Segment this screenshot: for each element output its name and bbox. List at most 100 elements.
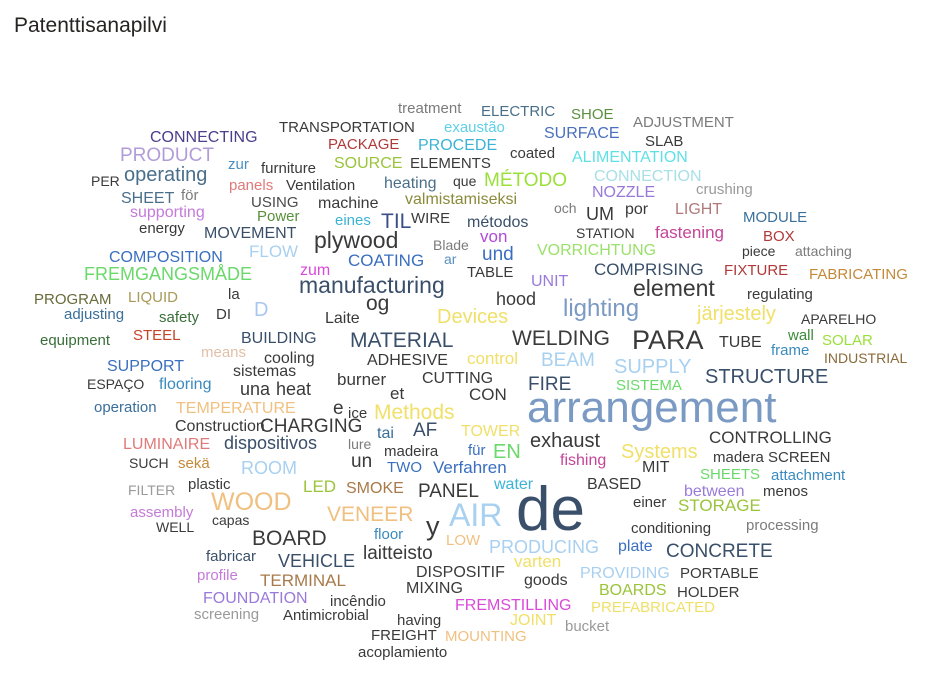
word-elements[interactable]: ELEMENTS [410, 155, 491, 172]
word-cutting[interactable]: CUTTING [422, 370, 493, 387]
word-processing[interactable]: processing [746, 517, 819, 534]
word-attaching[interactable]: attaching [795, 243, 852, 259]
word-prefabricated[interactable]: PREFABRICATED [591, 599, 715, 616]
word-la[interactable]: la [228, 286, 240, 303]
word-tube[interactable]: TUBE [719, 334, 762, 351]
word-program[interactable]: PROGRAM [34, 291, 112, 308]
word-composition[interactable]: COMPOSITION [109, 249, 223, 266]
word-sistemas[interactable]: sistemas [233, 363, 296, 380]
word-using[interactable]: USING [251, 194, 299, 211]
word-antimicrobial[interactable]: Antimicrobial [283, 607, 369, 624]
word-support[interactable]: SUPPORT [107, 358, 184, 375]
word-board[interactable]: BOARD [252, 527, 327, 550]
word-wire[interactable]: WIRE [411, 210, 450, 227]
word-y[interactable]: y [426, 511, 440, 541]
word-panel[interactable]: PANEL [418, 481, 479, 502]
word-und[interactable]: und [482, 244, 514, 265]
word-industrial[interactable]: INDUSTRIAL [824, 350, 907, 366]
word-de[interactable]: de [516, 475, 585, 544]
word-temperature[interactable]: TEMPERATURE [176, 400, 296, 417]
word-una[interactable]: una [240, 379, 271, 399]
word-acoplamiento[interactable]: acoplamiento [358, 644, 447, 661]
word-source[interactable]: SOURCE [334, 155, 402, 172]
word-mixing[interactable]: MIXING [406, 580, 463, 597]
word-plywood[interactable]: plywood [314, 227, 398, 253]
word-material[interactable]: MATERIAL [350, 329, 453, 352]
word-sheets[interactable]: SHEETS [700, 466, 760, 483]
word-operating[interactable]: operating [124, 164, 207, 186]
word-mounting[interactable]: MOUNTING [445, 628, 527, 645]
word-d[interactable]: D [254, 299, 268, 321]
word-machine[interactable]: machine [318, 195, 379, 212]
word-valmistamiseksi[interactable]: valmistamiseksi [405, 191, 517, 208]
word-based[interactable]: BASED [587, 476, 641, 493]
word-building[interactable]: BUILDING [241, 330, 317, 347]
word-arrangement[interactable]: arrangement [527, 383, 776, 432]
word-fixture[interactable]: FIXTURE [724, 262, 788, 279]
word-menos[interactable]: menos [763, 483, 808, 500]
word-aparelho[interactable]: APARELHO [801, 311, 876, 327]
word-filter[interactable]: FILTER [128, 482, 175, 498]
word-exaustão[interactable]: exaustão [444, 119, 505, 136]
word-lighting[interactable]: lighting [563, 295, 639, 322]
word-methods[interactable]: Methods [374, 401, 455, 424]
word-ar[interactable]: ar [444, 251, 457, 267]
word-por[interactable]: por [625, 201, 649, 218]
word-capas[interactable]: capas [212, 512, 249, 528]
word-furniture[interactable]: furniture [261, 160, 316, 177]
word-equipment[interactable]: equipment [40, 332, 111, 349]
word-madeira[interactable]: madeira [384, 443, 439, 460]
word-per[interactable]: PER [91, 173, 120, 189]
word-adhesive[interactable]: ADHESIVE [367, 352, 448, 369]
word-vorrichtung[interactable]: VORRICHTUNG [537, 242, 656, 259]
word-wood[interactable]: WOOD [211, 488, 292, 516]
word-power[interactable]: Power [257, 208, 300, 225]
word-dispositivos[interactable]: dispositivos [224, 433, 317, 453]
word-järjestely[interactable]: järjestely [696, 303, 776, 325]
word-fastening[interactable]: fastening [655, 223, 724, 242]
word-flow[interactable]: FLOW [249, 242, 298, 261]
word-sistema[interactable]: SISTEMA [616, 377, 682, 394]
word-product[interactable]: PRODUCT [120, 145, 214, 166]
word-joint[interactable]: JOINT [510, 612, 556, 629]
word-heat[interactable]: heat [276, 379, 311, 399]
word-construction[interactable]: Construction [175, 418, 265, 435]
word-blade[interactable]: Blade [433, 237, 469, 253]
word-ventilation[interactable]: Ventilation [286, 177, 355, 194]
word-veneer[interactable]: VENEER [327, 503, 413, 526]
word-nozzle[interactable]: NOZZLE [592, 184, 655, 201]
word-hood[interactable]: hood [496, 289, 536, 309]
word-solar[interactable]: SOLAR [822, 332, 873, 349]
word-controlling[interactable]: CONTROLLING [709, 428, 832, 447]
word-two[interactable]: TWO [387, 459, 422, 476]
word-freight[interactable]: FREIGHT [371, 627, 437, 644]
word-procede[interactable]: PROCEDE [418, 137, 497, 154]
word-un[interactable]: un [351, 451, 372, 472]
word-supply[interactable]: SUPPLY [614, 356, 691, 378]
word-such[interactable]: SUCH [129, 455, 169, 471]
word-tower[interactable]: TOWER [461, 423, 520, 440]
word-cooling[interactable]: cooling [264, 350, 315, 367]
word-screen[interactable]: SCREEN [768, 449, 831, 466]
word-ice[interactable]: ice [348, 405, 367, 422]
word-och[interactable]: och [554, 200, 577, 216]
word-table[interactable]: TABLE [467, 264, 513, 281]
word-frame[interactable]: frame [771, 342, 809, 359]
word-devices[interactable]: Devices [437, 306, 508, 328]
word-piece[interactable]: piece [742, 243, 776, 259]
word-goods[interactable]: goods [524, 572, 568, 589]
word-treatment[interactable]: treatment [398, 100, 462, 117]
word-welding[interactable]: WELDING [512, 327, 610, 350]
word-surface[interactable]: SURFACE [544, 125, 620, 142]
word-led[interactable]: LED [303, 477, 336, 496]
word-eines[interactable]: eines [335, 212, 371, 229]
word-storage[interactable]: STORAGE [678, 496, 761, 515]
word-unit[interactable]: UNIT [531, 273, 569, 290]
word-mit[interactable]: MIT [642, 459, 670, 476]
word-et[interactable]: et [390, 384, 404, 403]
word-método[interactable]: MÉTODO [484, 170, 567, 191]
word-zum[interactable]: zum [300, 262, 330, 279]
word-luminaire[interactable]: LUMINAIRE [123, 436, 210, 453]
word-slab[interactable]: SLAB [645, 133, 683, 150]
word-para[interactable]: PARA [632, 325, 704, 355]
